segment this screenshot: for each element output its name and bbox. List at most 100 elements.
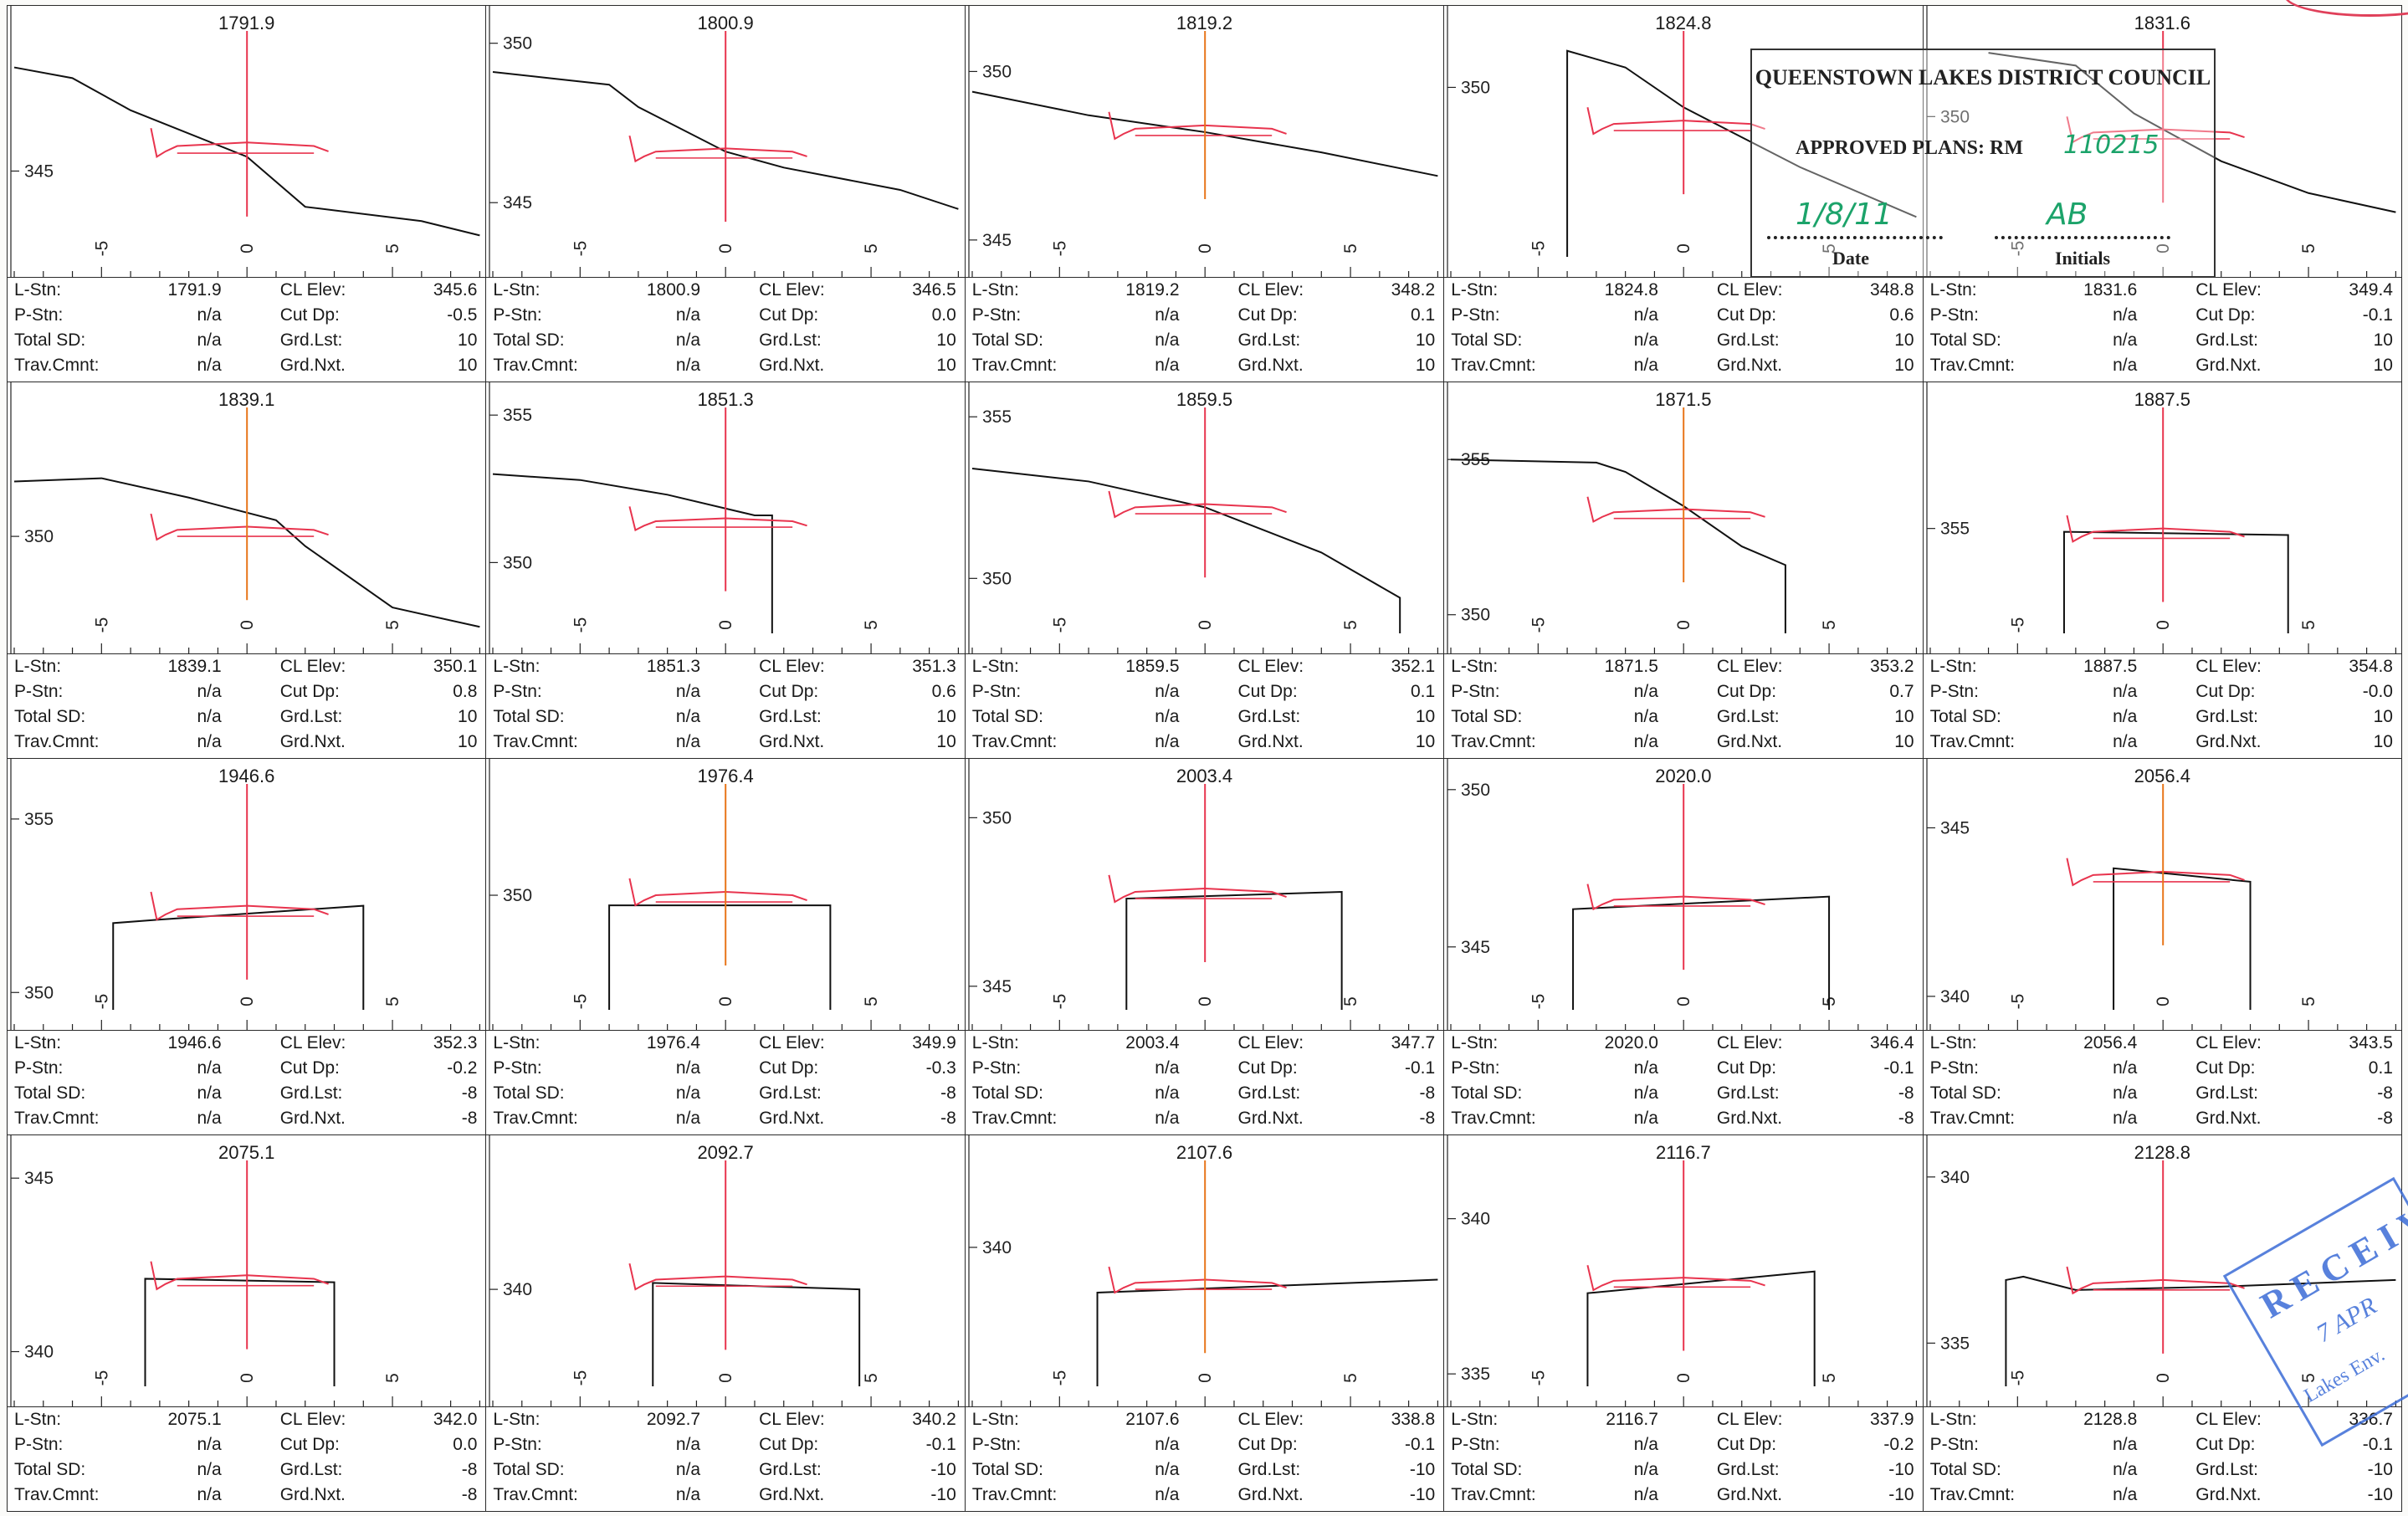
info-label: Grd.Lst:	[2195, 1460, 2258, 1479]
info-label: P-Stn:	[1929, 682, 1979, 701]
info-label: Trav.Cmnt:	[493, 1485, 578, 1504]
info-value: n/a	[197, 1083, 222, 1103]
x-tick-label: -5	[1050, 617, 1069, 633]
info-value: -8	[940, 1083, 956, 1103]
cross-section-grid: 345 -5 0 5 1791.9 L-Stn: 1791.9 CL Elev: 345.6 P-…	[7, 5, 2402, 1512]
info-value: 1976.4	[646, 1033, 701, 1052]
info-row-l-stn: L-Stn: 1859.5 CL Elev: 352.1	[966, 654, 1443, 679]
info-row-p-stn: P-Stn: n/a Cut Dp: -0.1	[1444, 1056, 1922, 1081]
stamp-title: QUEENSTOWN LAKES DISTRICT COUNCIL	[1755, 65, 2211, 90]
info-label: Total SD:	[971, 330, 1043, 350]
info-row-total-sd: Total SD: n/a Grd.Lst: -8	[486, 1081, 964, 1106]
x-tick-label: 0	[238, 620, 257, 630]
info-row-l-stn: L-Stn: 2116.7 CL Elev: 337.9	[1444, 1407, 1922, 1432]
info-value: 2128.8	[2083, 1410, 2138, 1429]
info-row-l-stn: L-Stn: 1839.1 CL Elev: 350.1	[8, 654, 485, 679]
info-label: P-Stn:	[14, 1058, 64, 1078]
x-tick-label: 5	[862, 996, 881, 1006]
info-value: n/a	[1155, 1435, 1180, 1454]
info-label: Grd.Nxt.	[1716, 356, 1783, 375]
info-value: n/a	[1633, 305, 1658, 325]
info-label: Grd.Lst:	[279, 1083, 343, 1103]
cross-section-plot: 345 -5 0 5	[10, 6, 480, 277]
info-label: L-Stn:	[971, 1410, 1019, 1429]
info-value: n/a	[1633, 1435, 1658, 1454]
info-value: n/a	[1633, 682, 1658, 701]
info-row-trav-cmnt: Trav.Cmnt: n/a Grd.Nxt. -8	[8, 1106, 485, 1131]
info-label: L-Stn:	[14, 1033, 62, 1052]
info-label: Trav.Cmnt:	[1451, 1485, 1536, 1504]
info-label: Grd.Lst:	[1716, 707, 1780, 726]
x-tick-label: -5	[1529, 994, 1549, 1010]
info-value: 10	[458, 330, 478, 350]
cross-section-panel: 340 345 -5 0 5 2075.1 L-Stn: 2075.1 CL Elev: 342.…	[7, 1134, 487, 1512]
info-label: Grd.Nxt.	[1237, 732, 1304, 751]
info-row-p-stn: P-Stn: n/a Cut Dp: -0.1	[966, 1056, 1443, 1081]
stamp-approved-label: APPROVED PLANS: RM	[1796, 137, 2023, 159]
info-value: 10	[458, 732, 478, 751]
section-title: 1871.5	[1655, 389, 1712, 410]
info-value: 10	[936, 732, 956, 751]
section-info-table: L-Stn: 2092.7 CL Elev: 340.2 P-Stn: n/a Cut Dp…	[486, 1406, 965, 1511]
cross-section-plot: 350 355 -5 0 5	[489, 382, 960, 653]
ground-profile-line	[1586, 1270, 1816, 1386]
info-label: P-Stn:	[493, 1058, 542, 1078]
info-row-l-stn: L-Stn: 2020.0 CL Elev: 346.4	[1444, 1031, 1922, 1056]
y-tick-label: 340	[1461, 1210, 1490, 1229]
info-value: 10	[458, 356, 478, 375]
info-value: n/a	[197, 356, 222, 375]
cross-section-panel: 350 -5 0 5 1831.6 L-Stn: 1831.6 CL Elev: 349.4 P-…	[1922, 5, 2402, 382]
y-tick-label: 345	[1940, 818, 1970, 837]
design-template-line	[2066, 858, 2245, 887]
section-title: 1859.5	[1176, 389, 1233, 410]
info-value: 0.0	[931, 305, 956, 325]
y-tick-label: 355	[982, 407, 1012, 427]
info-label: Cut Dp:	[759, 682, 819, 701]
x-tick-label: 0	[717, 620, 736, 630]
info-label: CL Elev:	[1716, 280, 1783, 300]
info-value: -0.1	[925, 1435, 956, 1454]
info-label: P-Stn:	[1451, 682, 1500, 701]
info-value: 340.2	[912, 1410, 956, 1429]
info-label: CL Elev:	[1716, 1033, 1783, 1052]
info-row-l-stn: L-Stn: 1851.3 CL Elev: 351.3	[486, 654, 964, 679]
y-tick-label: 350	[503, 886, 532, 905]
info-label: P-Stn:	[971, 1058, 1022, 1078]
info-label: Grd.Lst:	[759, 707, 822, 726]
info-row-l-stn: L-Stn: 2075.1 CL Elev: 342.0	[8, 1407, 485, 1432]
info-row-l-stn: L-Stn: 2092.7 CL Elev: 340.2	[486, 1407, 964, 1432]
info-value: 10	[936, 330, 956, 350]
info-row-l-stn: L-Stn: 2056.4 CL Elev: 343.5	[1924, 1031, 2401, 1056]
info-row-trav-cmnt: Trav.Cmnt: n/a Grd.Nxt. 10	[8, 730, 485, 755]
section-info-table: L-Stn: 2075.1 CL Elev: 342.0 P-Stn: n/a Cut Dp…	[8, 1406, 486, 1511]
x-tick-label: 5	[862, 243, 881, 254]
info-value: 1839.1	[167, 657, 222, 676]
info-label: Trav.Cmnt:	[1451, 1109, 1536, 1128]
cross-section-plot: 340 345 -5 0 5	[1925, 759, 2396, 1030]
info-value: n/a	[2113, 1435, 2138, 1454]
cross-section-plot: 350 -5 0 5	[10, 382, 480, 653]
info-value: 2020.0	[1604, 1033, 1658, 1052]
info-label: Total SD:	[971, 1083, 1043, 1103]
section-info-table: L-Stn: 2003.4 CL Elev: 347.7 P-Stn: n/a Cut Dp…	[965, 1030, 1444, 1134]
info-row-l-stn: L-Stn: 1887.5 CL Elev: 354.8	[1924, 654, 2401, 679]
info-value: -8	[461, 1460, 478, 1479]
info-label: L-Stn:	[971, 280, 1019, 300]
x-tick-label: -5	[1529, 617, 1549, 633]
section-info-table: L-Stn: 1976.4 CL Elev: 349.9 P-Stn: n/a Cut Dp…	[486, 1030, 965, 1134]
info-label: L-Stn:	[1451, 1033, 1499, 1052]
info-label: Grd.Nxt.	[1716, 1109, 1783, 1128]
info-label: Grd.Nxt.	[2195, 1109, 2262, 1128]
section-info-table: L-Stn: 1839.1 CL Elev: 350.1 P-Stn: n/a Cut Dp…	[8, 653, 486, 758]
x-tick-label: 5	[2299, 243, 2318, 254]
cross-section-panel: 350 -5 0 5 1839.1 L-Stn: 1839.1 CL Elev: 350.1 P-…	[7, 382, 487, 759]
info-label: Cut Dp:	[759, 1435, 819, 1454]
info-label: Grd.Nxt.	[759, 732, 825, 751]
ground-profile-line	[1451, 458, 1787, 633]
info-label: Grd.Nxt.	[279, 356, 346, 375]
cross-section-plot: 340 345 -5 0 5	[10, 1135, 480, 1406]
info-row-total-sd: Total SD: n/a Grd.Lst: -8	[1444, 1081, 1922, 1106]
info-value: n/a	[675, 1435, 701, 1454]
info-value: 351.3	[912, 657, 956, 676]
